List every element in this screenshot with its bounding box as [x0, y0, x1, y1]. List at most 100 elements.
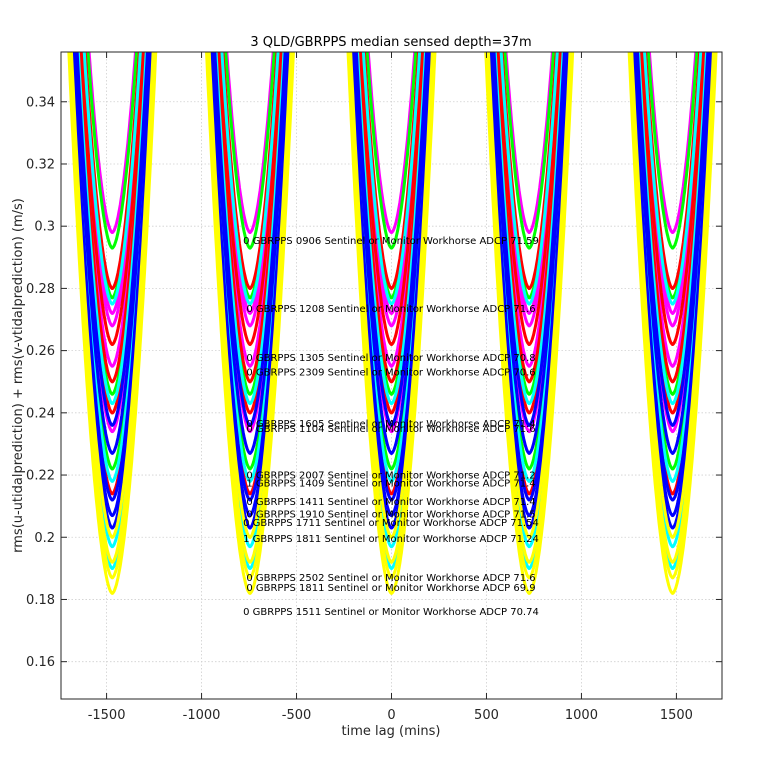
- series-minimum-marker: [110, 576, 114, 580]
- series-minimum-marker: [389, 566, 394, 570]
- series-minimum-marker: [527, 560, 531, 564]
- series-minimum-marker: [248, 246, 252, 250]
- series-minimum-marker: [527, 246, 531, 250]
- series-minimum-marker: [110, 535, 114, 539]
- series-minimum-marker: [527, 498, 531, 502]
- series-minimum-marker: [389, 479, 394, 483]
- series-minimum-marker: [671, 302, 675, 306]
- series-minimum-marker: [671, 429, 675, 434]
- series-annotation: 1 GBRPPS 1811 Sentinel or Monitor Workho…: [243, 534, 539, 545]
- series-minimum-marker: [527, 526, 531, 530]
- series-minimum-marker: [527, 544, 531, 549]
- series-minimum-marker: [110, 467, 114, 471]
- series-minimum-marker: [389, 230, 394, 235]
- series-annotation: 0 GBRPPS 1811 Sentinel or Monitor Workho…: [246, 583, 535, 594]
- series-minimum-marker: [248, 411, 252, 415]
- series-minimum-marker: [527, 535, 531, 539]
- series-minimum-marker: [671, 296, 675, 300]
- series-minimum-marker: [389, 423, 394, 427]
- series-minimum-marker: [671, 535, 675, 539]
- series-minimum-marker: [527, 451, 531, 455]
- series-minimum-marker: [110, 451, 114, 455]
- series-minimum-marker: [671, 576, 675, 580]
- series-minimum-marker: [527, 576, 531, 580]
- series-minimum-marker: [110, 296, 114, 300]
- series-minimum-marker: [527, 392, 531, 396]
- x-tick-label: 1500: [660, 708, 693, 723]
- series-annotation: 0 GBRPPS 1605 Sentinel or Monitor Workho…: [246, 419, 535, 430]
- series-minimum-marker: [110, 246, 114, 250]
- series-minimum-marker: [389, 302, 394, 306]
- series-minimum-marker: [110, 311, 114, 315]
- series-minimum-marker: [389, 451, 394, 455]
- series-minimum-marker: [389, 411, 394, 415]
- series-minimum-marker: [389, 535, 394, 539]
- series-minimum-marker: [110, 302, 114, 306]
- x-axis-label: time lag (mins): [342, 724, 441, 739]
- series-minimum-marker: [248, 401, 252, 406]
- series-minimum-marker: [110, 566, 114, 570]
- series-minimum-marker: [389, 429, 394, 434]
- series-minimum-marker: [389, 296, 394, 300]
- series-minimum-marker: [248, 230, 252, 235]
- series-minimum-marker: [671, 392, 675, 396]
- series-minimum-marker: [110, 560, 114, 564]
- series-annotation: 0 GBRPPS 1411 Sentinel or Monitor Workho…: [246, 497, 535, 508]
- series-minimum-marker: [389, 544, 394, 549]
- series-minimum-marker: [389, 401, 394, 406]
- series-minimum-marker: [110, 544, 114, 549]
- series-minimum-marker: [527, 380, 531, 384]
- series-minimum-marker: [527, 492, 531, 496]
- series-minimum-marker: [248, 392, 252, 396]
- series-annotation: 0 GBRPPS 1511 Sentinel or Monitor Workho…: [243, 607, 539, 618]
- series-minimum-marker: [110, 324, 114, 328]
- series-minimum-marker: [248, 286, 252, 291]
- series-minimum-marker: [248, 380, 252, 384]
- series-minimum-marker: [527, 364, 531, 368]
- series-minimum-marker: [389, 380, 394, 384]
- series-minimum-marker: [389, 591, 394, 595]
- y-tick-label: 0.16: [26, 655, 55, 670]
- series-minimum-marker: [389, 526, 394, 530]
- series-minimum-marker: [671, 364, 675, 368]
- y-tick-label: 0.26: [26, 344, 55, 359]
- series-minimum-marker: [389, 576, 394, 580]
- y-tick-label: 0.22: [26, 469, 55, 484]
- series-minimum-marker: [527, 401, 531, 406]
- series-annotation: 0 GBRPPS 1104 Sentinel or Monitor Workho…: [246, 424, 535, 435]
- y-tick-label: 0.3: [34, 220, 55, 235]
- series-minimum-marker: [671, 411, 675, 415]
- x-tick-label: 500: [474, 708, 499, 723]
- grid-lines: [61, 52, 722, 699]
- series-minimum-marker: [389, 342, 394, 346]
- x-tick-label: -1500: [88, 708, 126, 723]
- series-minimum-marker: [389, 392, 394, 396]
- series-minimum-marker: [110, 423, 114, 427]
- series-minimum-marker: [527, 311, 531, 315]
- series-minimum-marker: [671, 246, 675, 250]
- series-minimum-marker: [248, 467, 252, 471]
- series-minimum-marker: [671, 591, 675, 595]
- series-minimum-marker: [527, 423, 531, 427]
- series-minimum-marker: [671, 311, 675, 315]
- series-minimum-marker: [671, 498, 675, 502]
- series-minimum-marker: [248, 479, 252, 483]
- series-annotation: 0 GBRPPS 1910 Sentinel or Monitor Workho…: [246, 509, 535, 520]
- series-minimum-marker: [110, 411, 114, 415]
- series-minimum-marker: [248, 526, 252, 530]
- series-minimum-marker: [248, 513, 252, 518]
- series-minimum-marker: [527, 286, 531, 291]
- series-minimum-marker: [248, 576, 252, 580]
- series-minimum-marker: [248, 535, 252, 539]
- series-minimum-marker: [248, 364, 252, 368]
- series-minimum-marker: [671, 560, 675, 564]
- series-minimum-marker: [110, 492, 114, 496]
- series-minimum-marker: [671, 544, 675, 549]
- series-annotation: 0 GBRPPS 2502 Sentinel or Monitor Workho…: [246, 573, 535, 584]
- series-minimum-marker: [389, 286, 394, 291]
- series-minimum-marker: [671, 479, 675, 483]
- series-minimum-marker: [671, 324, 675, 328]
- series-minimum-marker: [110, 513, 114, 518]
- series-minimum-marker: [671, 342, 675, 346]
- series-minimum-marker: [527, 230, 531, 235]
